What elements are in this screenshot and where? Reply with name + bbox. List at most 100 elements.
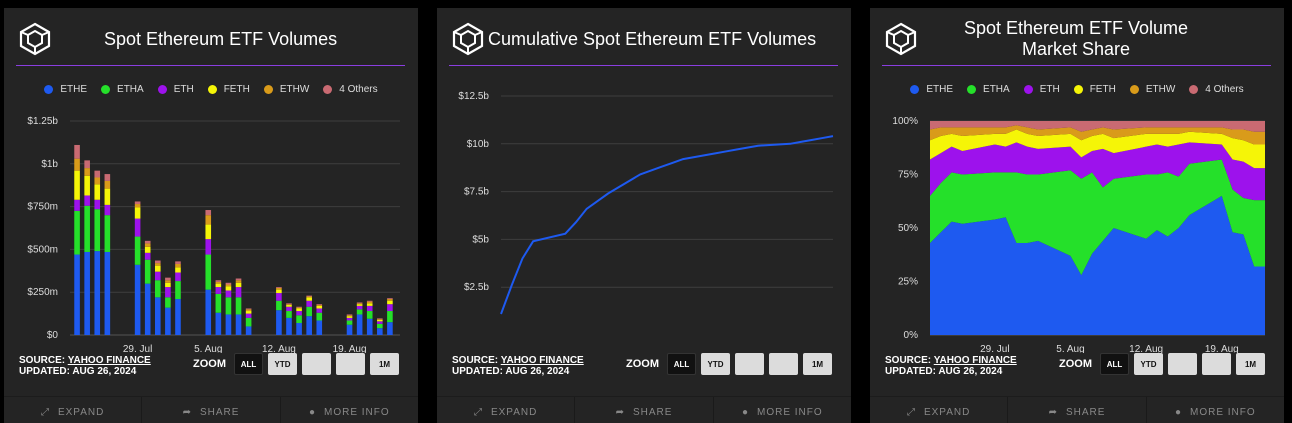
zoom-blank-button[interactable]	[336, 353, 365, 375]
bar-segment	[306, 297, 312, 301]
legend-item-others[interactable]: 4 Others	[1189, 84, 1244, 95]
zoom-all-button[interactable]: ALL	[1100, 353, 1129, 375]
legend-item-others[interactable]: 4 Others	[323, 84, 378, 95]
bar-segment	[235, 297, 242, 315]
bar-segment	[74, 170, 80, 200]
more-info-button[interactable]: ● MORE INFO	[741, 407, 823, 418]
bar-segment	[245, 308, 252, 310]
cumulative-panel: Cumulative Spot Ethereum ETF Volumes $0$…	[437, 8, 851, 423]
bar-segment	[154, 297, 161, 335]
volumes-panel: Spot Ethereum ETF Volumes ETHE ETHA ETH …	[4, 8, 418, 423]
bar-segment	[245, 317, 252, 327]
share-button[interactable]: ➦ SHARE	[1008, 397, 1147, 423]
zoom-blank-button[interactable]	[769, 353, 798, 375]
legend-item-eth[interactable]: ETH	[1023, 84, 1060, 95]
bar-segment	[316, 308, 323, 313]
legend-item-ethe[interactable]: ETHE	[44, 84, 87, 95]
bar-segment	[225, 282, 232, 285]
legend-dot-icon	[1129, 85, 1139, 94]
legend-item-ethw[interactable]: ETHW	[1129, 84, 1175, 95]
zoom-1m-button[interactable]: 1M	[1236, 353, 1265, 375]
volumes-bar-chart: $0 $250m $500m $750m $1b $1.25b 29. Jul 5. Aug 1…	[27, 116, 400, 353]
zoom-1m-button[interactable]: 1M	[803, 353, 832, 375]
bar-segment	[74, 254, 80, 335]
legend-item-feth[interactable]: FETH	[1073, 84, 1116, 95]
zoom-blank-button[interactable]	[1202, 353, 1231, 375]
expand-button[interactable]: ⤢ EXPAND	[437, 397, 576, 423]
legend-dot-icon	[157, 85, 167, 94]
more-info-button[interactable]: ● MORE INFO	[308, 407, 390, 418]
expand-button[interactable]: ⤢ EXPAND	[4, 397, 143, 423]
y-tick-label: 100%	[892, 116, 918, 127]
area-ethe	[930, 195, 1265, 335]
bar-segment	[175, 267, 181, 273]
bar-segment	[154, 280, 161, 298]
bar-segment	[74, 144, 80, 159]
expand-button[interactable]: ⤢ EXPAND	[870, 397, 1009, 423]
source-link[interactable]: YAHOO FINANCE	[67, 355, 151, 366]
zoom-all-button[interactable]: ALL	[667, 353, 696, 375]
zoom-ytd-button[interactable]: YTD	[268, 353, 297, 375]
bar-segment	[316, 312, 323, 321]
x-tick-label: 19. Aug	[333, 344, 367, 353]
zoom-ytd-button[interactable]: YTD	[701, 353, 730, 375]
bar-segment	[245, 326, 252, 335]
bar-segment	[306, 295, 312, 297]
bar-segment	[346, 314, 353, 316]
bar-segment	[104, 174, 111, 181]
legend-item-feth[interactable]: FETH	[207, 84, 250, 95]
bar-segment	[316, 305, 323, 306]
y-tick-label: $10b	[467, 139, 490, 150]
cube-logo-icon	[885, 22, 917, 56]
legend-item-etha[interactable]: ETHA	[101, 84, 144, 95]
more-info-button[interactable]: ● MORE INFO	[1174, 407, 1256, 418]
zoom-blank-button[interactable]	[735, 353, 764, 375]
cube-logo-icon	[452, 22, 484, 56]
bar-segment	[134, 204, 141, 208]
source-link[interactable]: YAHOO FINANCE	[933, 355, 1017, 366]
zoom-1m-button[interactable]: 1M	[370, 353, 399, 375]
bar-segment	[175, 281, 181, 300]
legend-item-ethe[interactable]: ETHE	[910, 84, 953, 95]
bar-segment	[235, 278, 242, 281]
legend-dot-icon	[263, 85, 273, 94]
zoom-controls: ZOOM ALL YTD 1M	[626, 353, 837, 375]
legend-item-eth[interactable]: ETH	[157, 84, 194, 95]
legend-dot-icon	[1073, 85, 1083, 94]
bar-segment	[205, 289, 212, 335]
y-tick-label: 0%	[904, 330, 919, 341]
legend-dot-icon	[967, 85, 977, 94]
source-link[interactable]: YAHOO FINANCE	[500, 355, 584, 366]
bar-segment	[296, 315, 302, 324]
zoom-controls: ZOOM ALL YTD 1M	[193, 353, 404, 375]
bar-segment	[356, 302, 363, 304]
zoom-ytd-button[interactable]: YTD	[1134, 353, 1163, 375]
chart-title: Spot Ethereum ETF Volume Market Share	[963, 18, 1189, 59]
panel-footer: ⤢ EXPAND ➦ SHARE ● MORE INFO	[437, 396, 851, 423]
panel-header: Spot Ethereum ETF Volumes	[4, 8, 418, 66]
panel-footer: ⤢ EXPAND ➦ SHARE ● MORE INFO	[4, 396, 418, 423]
info-icon: ●	[308, 407, 316, 418]
info-icon: ●	[1174, 407, 1182, 418]
bar-segment	[175, 263, 181, 268]
share-button[interactable]: ➦ SHARE	[575, 397, 714, 423]
title-divider	[882, 65, 1271, 66]
y-tick-label: $5b	[472, 234, 489, 245]
expand-icon: ⤢	[473, 407, 483, 418]
zoom-blank-button[interactable]	[1168, 353, 1197, 375]
x-tick-label: 29. Jul	[123, 344, 152, 353]
legend-item-ethw[interactable]: ETHW	[263, 84, 309, 95]
bar-segment	[84, 160, 90, 169]
share-button[interactable]: ➦ SHARE	[142, 397, 281, 423]
bar-segment	[296, 323, 302, 335]
bar-segment	[286, 306, 292, 312]
bar-segment	[366, 318, 373, 335]
chart-title: Spot Ethereum ETF Volumes	[104, 29, 338, 49]
bar-segment	[286, 317, 292, 335]
legend-item-etha[interactable]: ETHA	[967, 84, 1010, 95]
x-tick-label: 12. Aug	[262, 344, 296, 353]
zoom-blank-button[interactable]	[302, 353, 331, 375]
bar-segment	[134, 207, 141, 219]
zoom-all-button[interactable]: ALL	[234, 353, 263, 375]
bar-segment	[215, 283, 222, 288]
